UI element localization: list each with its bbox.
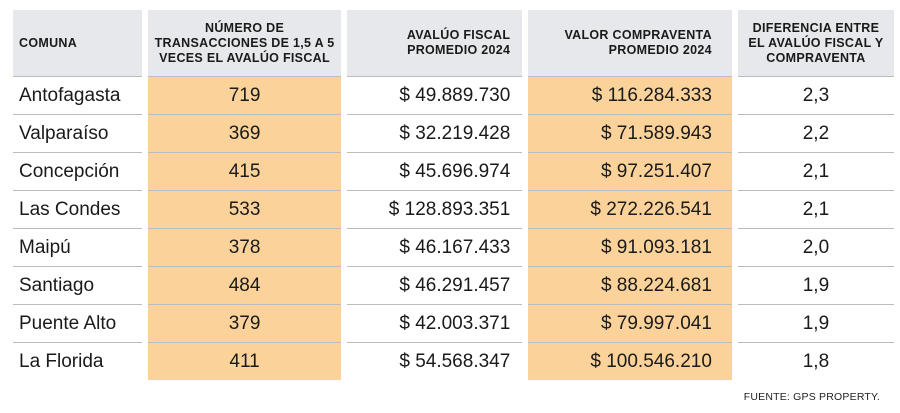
cell-diferencia: 2,2: [737, 115, 894, 153]
cell-compraventa: $ 97.251.407: [528, 153, 732, 191]
table-row: Las Condes 533 $ 128.893.351 $ 272.226.5…: [13, 191, 894, 229]
cell-transacciones: 411: [148, 343, 342, 380]
cell-avaluo: $ 46.291.457: [347, 267, 523, 305]
table-row: Valparaíso 369 $ 32.219.428 $ 71.589.943…: [13, 115, 894, 153]
cell-diferencia: 2,1: [737, 191, 894, 229]
header-diferencia: DIFERENCIA ENTRE EL AVALÚO FISCAL Y COMP…: [737, 10, 894, 76]
cell-avaluo: $ 45.696.974: [347, 153, 523, 191]
cell-compraventa: $ 272.226.541: [528, 191, 732, 229]
cell-comuna: Santiago: [13, 267, 143, 305]
source-note: FUENTE: GPS PROPERTY.: [743, 391, 880, 403]
cell-diferencia: 2,3: [737, 76, 894, 115]
cell-diferencia: 1,9: [737, 267, 894, 305]
cell-diferencia: 2,0: [737, 229, 894, 267]
cell-compraventa: $ 116.284.333: [528, 76, 732, 115]
cell-avaluo: $ 32.219.428: [347, 115, 523, 153]
header-comuna: COMUNA: [13, 10, 143, 76]
cell-transacciones: 415: [148, 153, 342, 191]
table-row: Puente Alto 379 $ 42.003.371 $ 79.997.04…: [13, 305, 894, 343]
header-row: COMUNA NÚMERO DE TRANSACCIONES DE 1,5 A …: [13, 10, 894, 76]
table-row: Concepción 415 $ 45.696.974 $ 97.251.407…: [13, 153, 894, 191]
cell-comuna: Concepción: [13, 153, 143, 191]
cell-comuna: Puente Alto: [13, 305, 143, 343]
cell-avaluo: $ 128.893.351: [347, 191, 523, 229]
cell-compraventa: $ 79.997.041: [528, 305, 732, 343]
table-row: Maipú 378 $ 46.167.433 $ 91.093.181 2,0: [13, 229, 894, 267]
cell-compraventa: $ 100.546.210: [528, 343, 732, 380]
cell-comuna: Antofagasta: [13, 76, 143, 115]
cell-transacciones: 369: [148, 115, 342, 153]
cell-avaluo: $ 42.003.371: [347, 305, 523, 343]
cell-avaluo: $ 54.568.347: [399, 350, 511, 372]
table-row: Antofagasta 719 $ 49.889.730 $ 116.284.3…: [13, 76, 894, 115]
cell-compraventa: $ 91.093.181: [528, 229, 732, 267]
cell-diferencia: 1,9: [737, 305, 894, 343]
cell-diferencia: 2,1: [737, 153, 894, 191]
table-row: Santiago 484 $ 46.291.457 $ 88.224.681 1…: [13, 267, 894, 305]
cell-compraventa: $ 71.589.943: [528, 115, 732, 153]
cell-comuna: Las Condes: [13, 191, 143, 229]
cell-diferencia: 1,8: [802, 350, 830, 372]
cell-comuna: Valparaíso: [13, 115, 143, 153]
header-avaluo: AVALÚO FISCAL PROMEDIO 2024: [347, 10, 523, 76]
cell-transacciones: 378: [148, 229, 342, 267]
cell-transacciones: 379: [148, 305, 342, 343]
cell-avaluo: $ 49.889.730: [347, 76, 523, 115]
cell-transacciones: 484: [148, 267, 342, 305]
cell-transacciones: 719: [148, 76, 342, 115]
cell-comuna: La Florida: [19, 350, 104, 372]
cell-comuna: Maipú: [13, 229, 143, 267]
cell-avaluo: $ 46.167.433: [347, 229, 523, 267]
header-transacciones: NÚMERO DE TRANSACCIONES DE 1,5 A 5 VECES…: [148, 10, 342, 76]
table-row: La Florida 411 $ 54.568.347 $ 100.546.21…: [13, 343, 894, 380]
data-table: COMUNA NÚMERO DE TRANSACCIONES DE 1,5 A …: [7, 10, 900, 380]
cell-transacciones: 533: [148, 191, 342, 229]
cell-compraventa: $ 88.224.681: [528, 267, 732, 305]
header-compraventa: VALOR COMPRAVENTA PROMEDIO 2024: [528, 10, 732, 76]
